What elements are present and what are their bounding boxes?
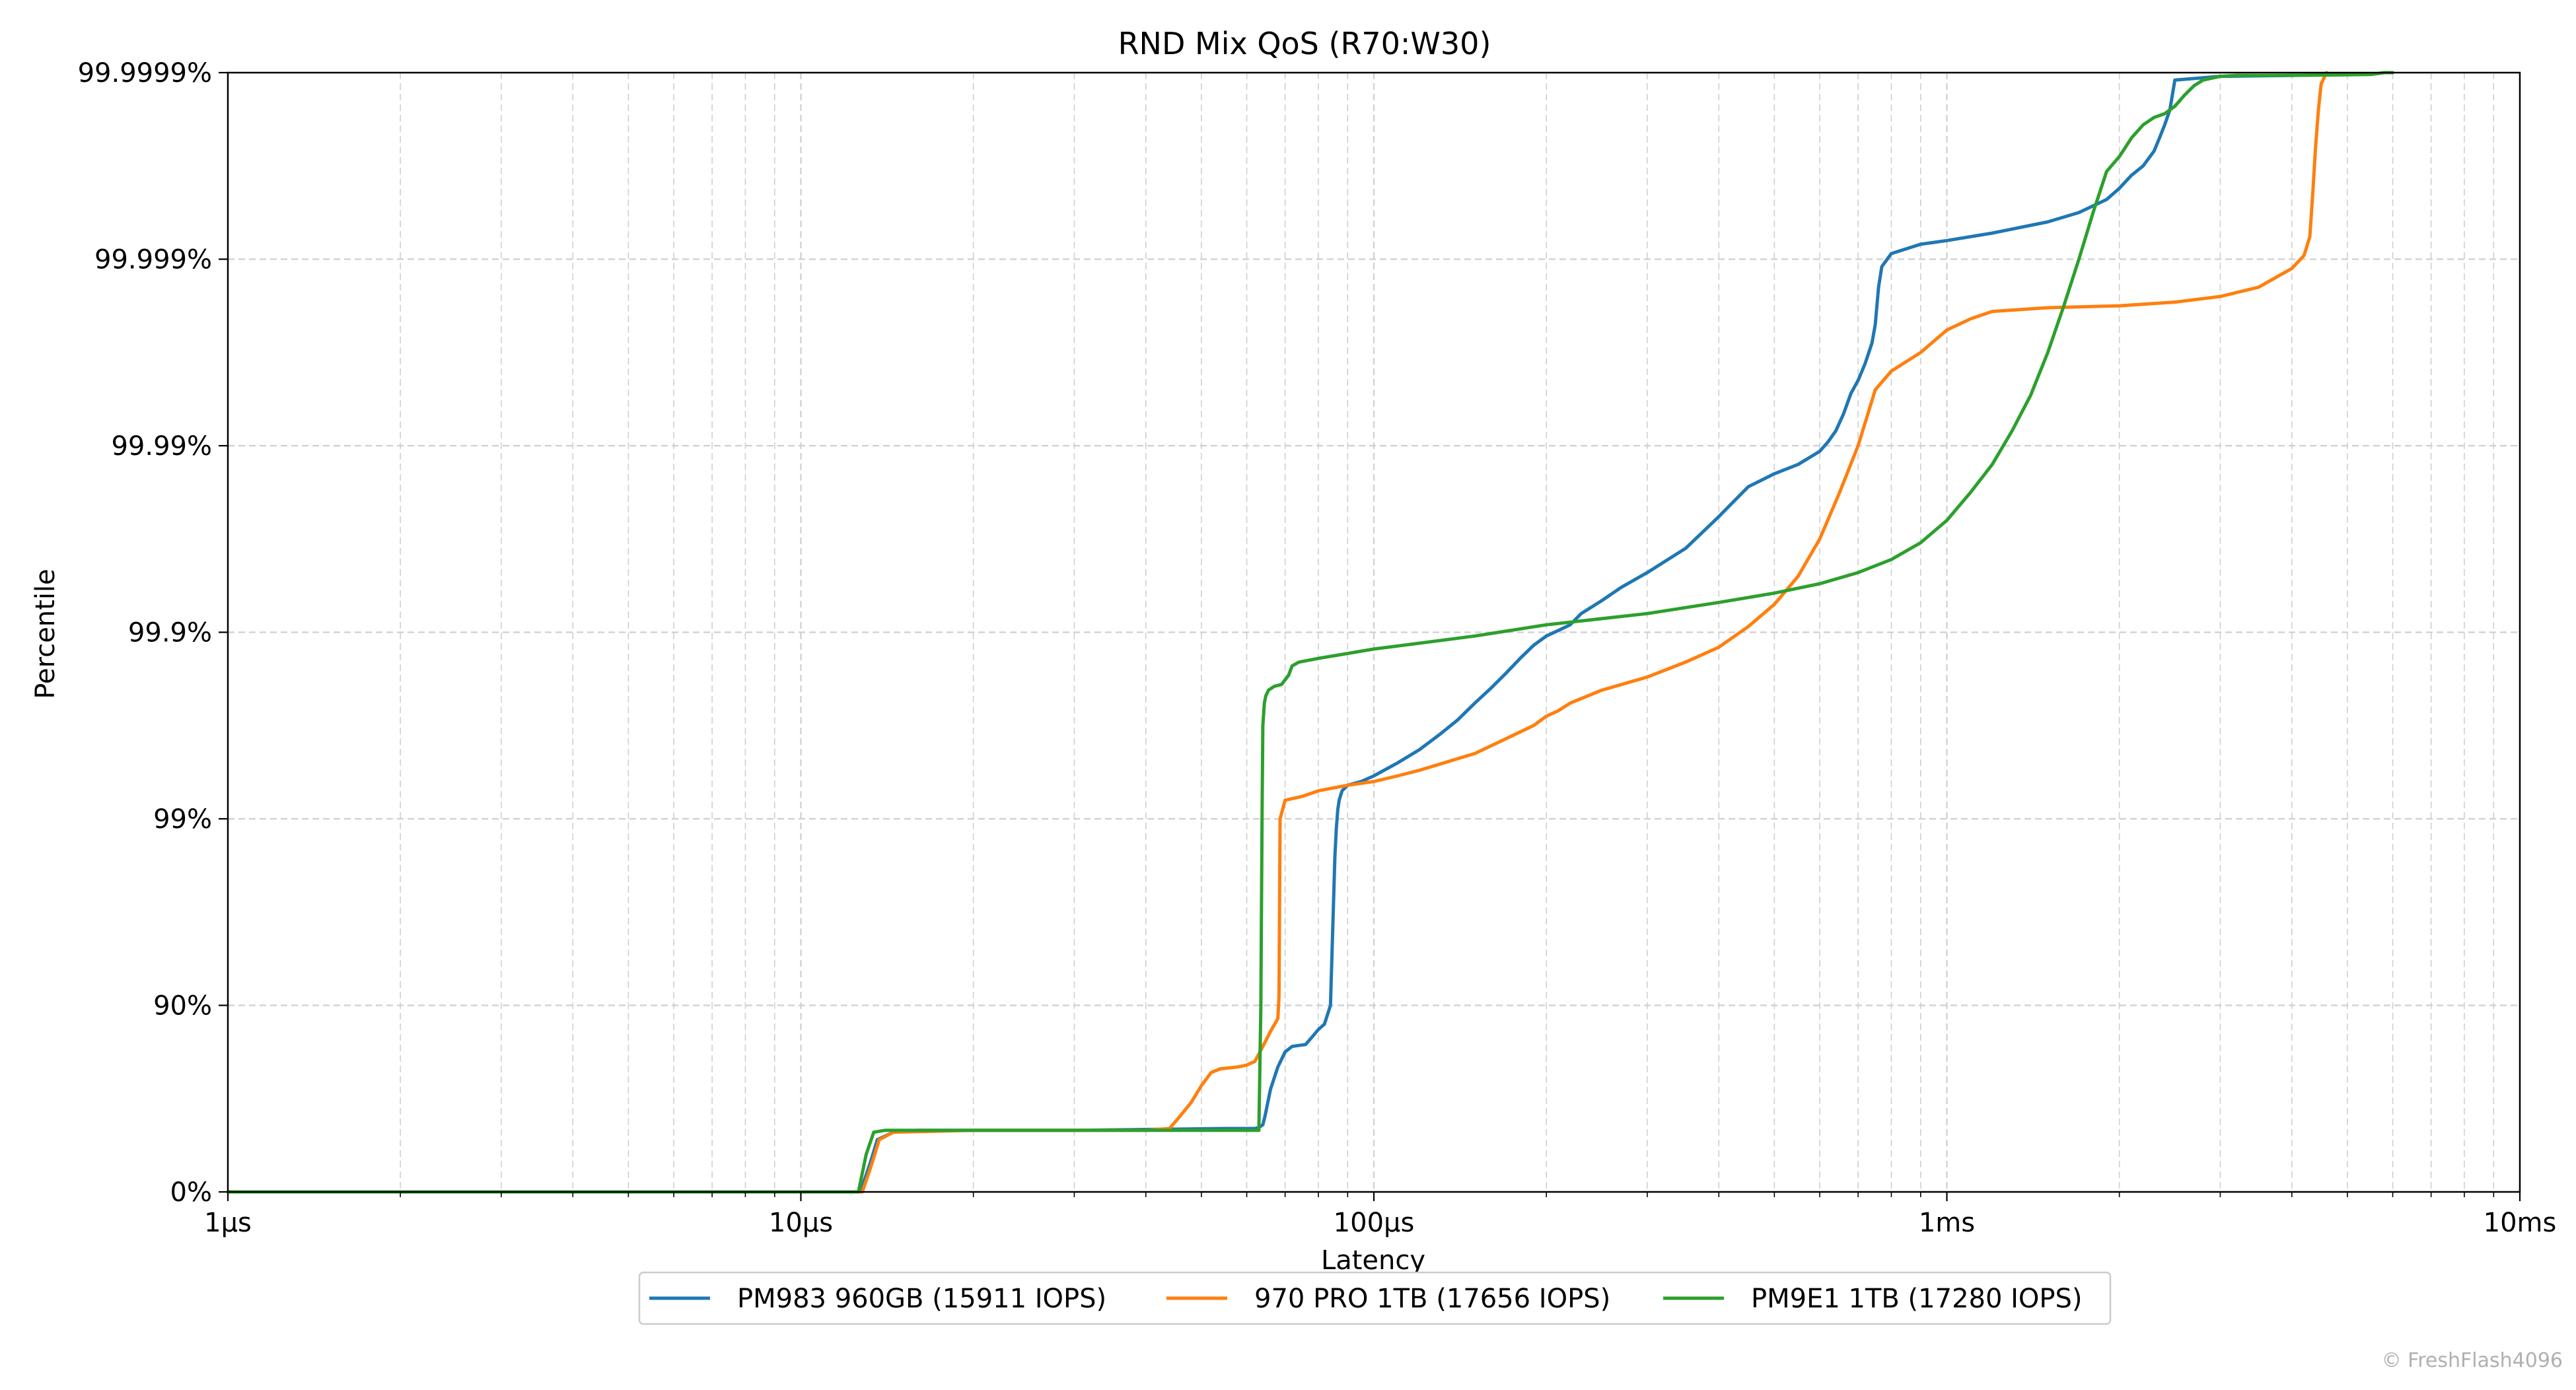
series-line-2 [226,71,2328,1194]
legend-label-3: PM9E1 1TB (17280 IOPS) [1751,1284,2083,1314]
ticks: 1µs 10µs 100µs 1ms 10ms 0% 90% 99% 99.9% 99.99% 99… [78,58,2557,1238]
legend-label-2: 970 PRO 1TB (17656 IOPS) [1254,1284,1610,1314]
x-tick-label: 1ms [1919,1208,1975,1238]
y-tick-label: 99.999% [94,245,212,275]
legend-box [638,1271,2112,1325]
y-tick-label: 90% [153,991,212,1022]
y-tick-label: 99.9999% [78,58,212,88]
watermark: © FreshFlash4096 [2382,1349,2563,1372]
series-layer [226,71,2394,1194]
y-tick-label: 0% [170,1177,212,1208]
y-axis-label: Percentile [30,569,61,699]
x-tick-label: 10ms [2484,1208,2557,1238]
grid [228,73,2520,1192]
y-tick-label: 99% [153,804,212,835]
series-line-3 [226,71,2394,1194]
y-tick-label: 99.99% [111,431,212,462]
series-line-1 [226,73,2349,1194]
x-tick-label: 100µs [1334,1208,1415,1238]
x-tick-label: 10µs [769,1208,833,1238]
x-axis-label: Latency [1321,1245,1425,1276]
x-tick-label: 1µs [204,1208,252,1238]
legend-label-1: PM983 960GB (15911 IOPS) [737,1284,1106,1314]
y-tick-label: 99.9% [128,618,212,648]
chart-title: RND Mix QoS (R70:W30) [1118,26,1491,61]
legend: PM983 960GB (15911 IOPS) 970 PRO 1TB (176… [638,1271,2112,1325]
